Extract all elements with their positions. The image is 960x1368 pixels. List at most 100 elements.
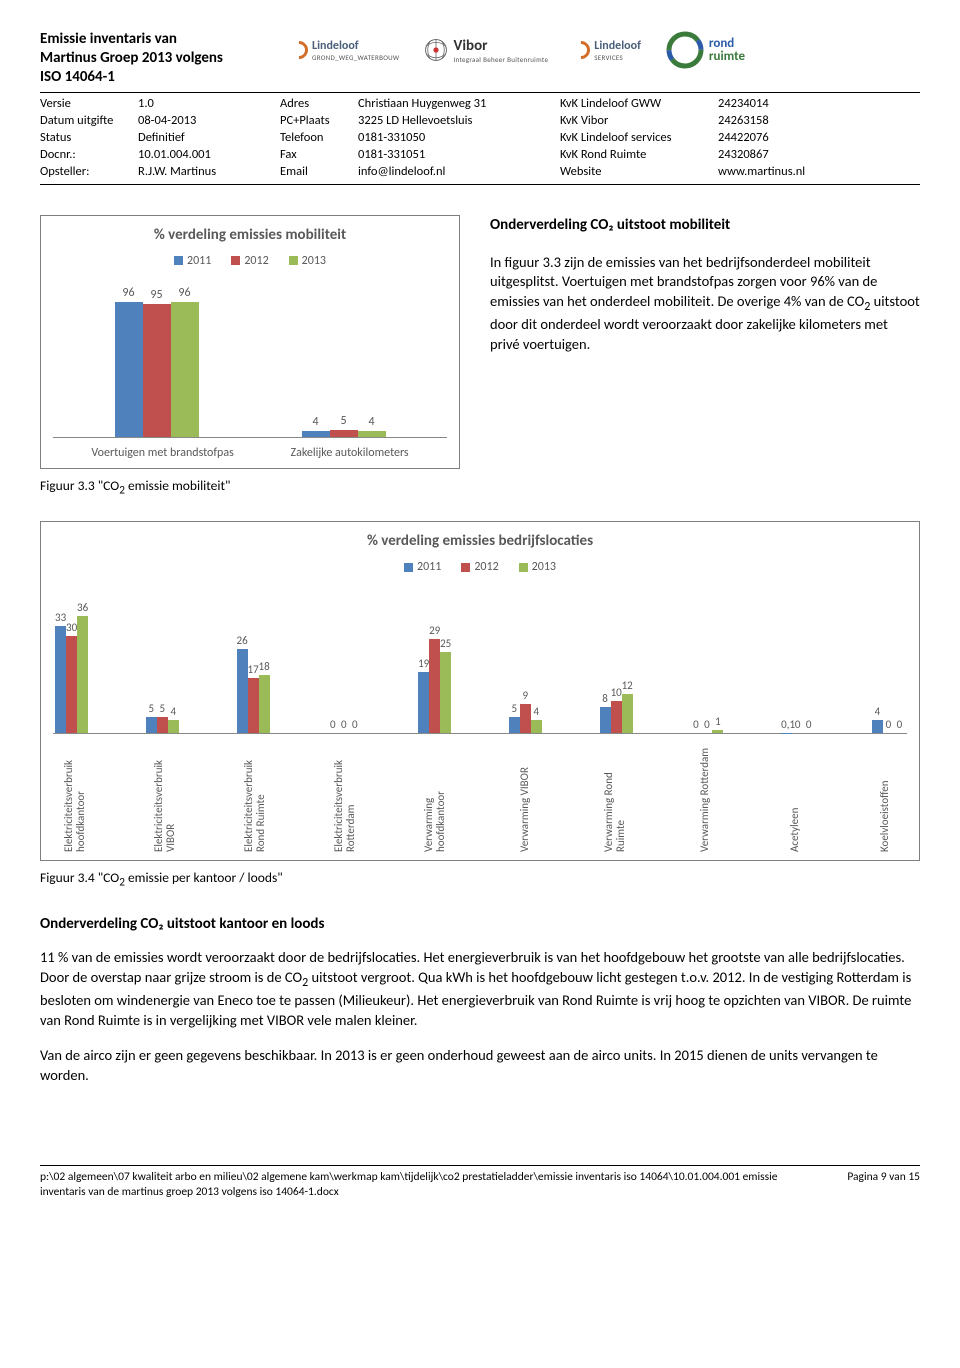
legend-item: 2011 xyxy=(174,254,211,268)
bar-group: 001 xyxy=(690,730,723,733)
bar: 4 xyxy=(872,720,883,733)
category-label: Voertuigen met brandstofpas xyxy=(91,446,233,460)
bar: 5 xyxy=(157,717,168,733)
side-heading: Onderverdeling CO₂ uitstoot mobiliteit xyxy=(490,215,920,235)
meta-label: KvK Lindeloof services xyxy=(560,130,710,147)
bar: 9 xyxy=(520,704,531,733)
bar: 29 xyxy=(429,639,440,733)
chart-title: % verdeling emissies bedrijfslocaties xyxy=(53,532,907,550)
category-label: Verwarming VIBOR xyxy=(505,742,545,852)
bar-group: 333036 xyxy=(55,616,88,733)
chart-bedrijfslocaties: % verdeling emissies bedrijfslocaties 20… xyxy=(40,521,920,861)
meta-value: 24422076 xyxy=(718,130,920,147)
logo-rond-ruimte: rondruimte xyxy=(665,30,745,70)
bar-group: 400 xyxy=(872,720,905,733)
footer-path: p:\02 algemeen\07 kwaliteit arbo en mili… xyxy=(40,1170,800,1199)
bar: 4 xyxy=(168,720,179,733)
bar: 17 xyxy=(248,678,259,733)
bar: 10 xyxy=(611,701,622,734)
category-label: Elektriciteitsverbruik VIBOR xyxy=(145,742,185,852)
category-label: Koelvloeistoffen xyxy=(865,742,905,852)
logo-subtext: SERVICES xyxy=(594,53,641,62)
bar: 5 xyxy=(330,430,358,437)
figure-caption-2: Figuur 3.4 "CO2 emissie per kantoor / lo… xyxy=(40,869,920,890)
bar-group: 554 xyxy=(146,717,179,733)
bar: 4 xyxy=(302,431,330,437)
meta-label: KvK Lindeloof GWW xyxy=(560,96,710,113)
meta-label: KvK Rond Ruimte xyxy=(560,147,710,164)
chart-bars: 969596 454 xyxy=(53,288,447,438)
bar-group: 261718 xyxy=(237,649,270,734)
body-paragraph: 11 % van de emissies wordt veroorzaakt d… xyxy=(40,948,920,1030)
rond-ruimte-icon xyxy=(665,30,705,70)
logo-vibor: Vibor Integraal Beheer Buitenruimte xyxy=(423,37,548,64)
meta-value: 3225 LD Hellevoetsluis xyxy=(358,113,560,130)
legend-item: 2012 xyxy=(461,560,498,574)
bar-group: 81012 xyxy=(600,694,633,733)
logo-text: Vibor xyxy=(453,37,487,55)
legend-item: 2012 xyxy=(231,254,268,268)
bar: 5 xyxy=(509,717,520,733)
meta-label: Adres xyxy=(280,96,350,113)
meta-label: Telefoon xyxy=(280,130,350,147)
header-title: Emissie inventaris van Martinus Groep 20… xyxy=(40,30,270,86)
bar-group: 969596 xyxy=(115,302,199,436)
meta-value: www.martinus.nl xyxy=(718,164,920,181)
bar: 26 xyxy=(237,649,248,734)
vibor-globe-icon xyxy=(423,37,449,63)
category-label: Elektriciteitsverbruik Rond Ruimte xyxy=(235,742,275,852)
meta-value: 24263158 xyxy=(718,113,920,130)
bar: 1 xyxy=(712,730,723,733)
bar: 18 xyxy=(259,675,270,734)
bar: 19 xyxy=(418,672,429,734)
lindeloof-arc-icon xyxy=(569,37,594,62)
bar-group: 454 xyxy=(302,430,386,437)
category-label: Elektriciteitsverbruik Rotterdam xyxy=(325,742,365,852)
logo-subtext: Integraal Beheer Buitenruimte xyxy=(453,55,548,64)
title-line: Emissie inventaris van xyxy=(40,30,270,49)
page-footer: p:\02 algemeen\07 kwaliteit arbo en mili… xyxy=(40,1165,920,1199)
meta-value: 24234014 xyxy=(718,96,920,113)
meta-label: Datum uitgifte xyxy=(40,113,130,130)
chart-category-labels: Elektriciteitsverbruik hoofdkantoor Elekt… xyxy=(53,742,907,852)
chart-legend: 2011 2012 2013 xyxy=(53,254,447,268)
chart-mobiliteit: % verdeling emissies mobiliteit 20112012… xyxy=(40,215,460,469)
meta-value: info@lindeloof.nl xyxy=(358,164,560,181)
meta-value: 0181-331051 xyxy=(358,147,560,164)
bar: 96 xyxy=(171,302,199,436)
category-label: Acetyleen xyxy=(775,742,815,852)
bar: 25 xyxy=(440,652,451,733)
chart-bars: 333036554261718000192925594810120010,100… xyxy=(53,594,907,734)
document-header: Emissie inventaris van Martinus Groep 20… xyxy=(40,30,920,185)
logo-lindeloof-1: Lindeloof GROND_WEG_WATERBOUW xyxy=(290,39,399,62)
category-label: Elektriciteitsverbruik hoofdkantoor xyxy=(55,742,95,852)
meta-label: Status xyxy=(40,130,130,147)
logo-text: Lindeloof xyxy=(594,39,641,53)
figure-caption-1: Figuur 3.3 "CO2 emissie mobiliteit" xyxy=(40,477,920,498)
bar: 4 xyxy=(531,720,542,733)
meta-value: Christiaan Huygenweg 31 xyxy=(358,96,560,113)
category-label: Verwarming hoofdkantoor xyxy=(415,742,455,852)
bar: 4 xyxy=(358,431,386,437)
body-text: Onderverdeling CO₂ uitstoot kantoor en l… xyxy=(40,914,920,1085)
meta-value: 0181-331050 xyxy=(358,130,560,147)
meta-label: Docnr.: xyxy=(40,147,130,164)
logo-text: Lindeloof xyxy=(312,39,359,53)
meta-value: Definitief xyxy=(138,130,280,147)
meta-value: 10.01.004.001 xyxy=(138,147,280,164)
legend-item: 2011 xyxy=(404,560,441,574)
title-line: ISO 14064-1 xyxy=(40,68,270,87)
bar-group: 192925 xyxy=(418,639,451,733)
meta-value: 24320867 xyxy=(718,147,920,164)
side-text-mobiliteit: Onderverdeling CO₂ uitstoot mobiliteit I… xyxy=(490,215,920,355)
title-line: Martinus Groep 2013 volgens xyxy=(40,49,270,68)
logo-strip: Lindeloof GROND_WEG_WATERBOUW Vibor Inte… xyxy=(280,30,920,70)
meta-value: 08-04-2013 xyxy=(138,113,280,130)
bar: 30 xyxy=(66,636,77,734)
side-paragraph: In figuur 3.3 zijn de emissies van het b… xyxy=(490,253,920,354)
meta-value: 1.0 xyxy=(138,96,280,113)
lindeloof-arc-icon xyxy=(286,37,311,62)
logo-lindeloof-2: Lindeloof SERVICES xyxy=(572,39,641,62)
legend-item: 2013 xyxy=(289,254,326,268)
meta-label: Opsteller: xyxy=(40,164,130,181)
